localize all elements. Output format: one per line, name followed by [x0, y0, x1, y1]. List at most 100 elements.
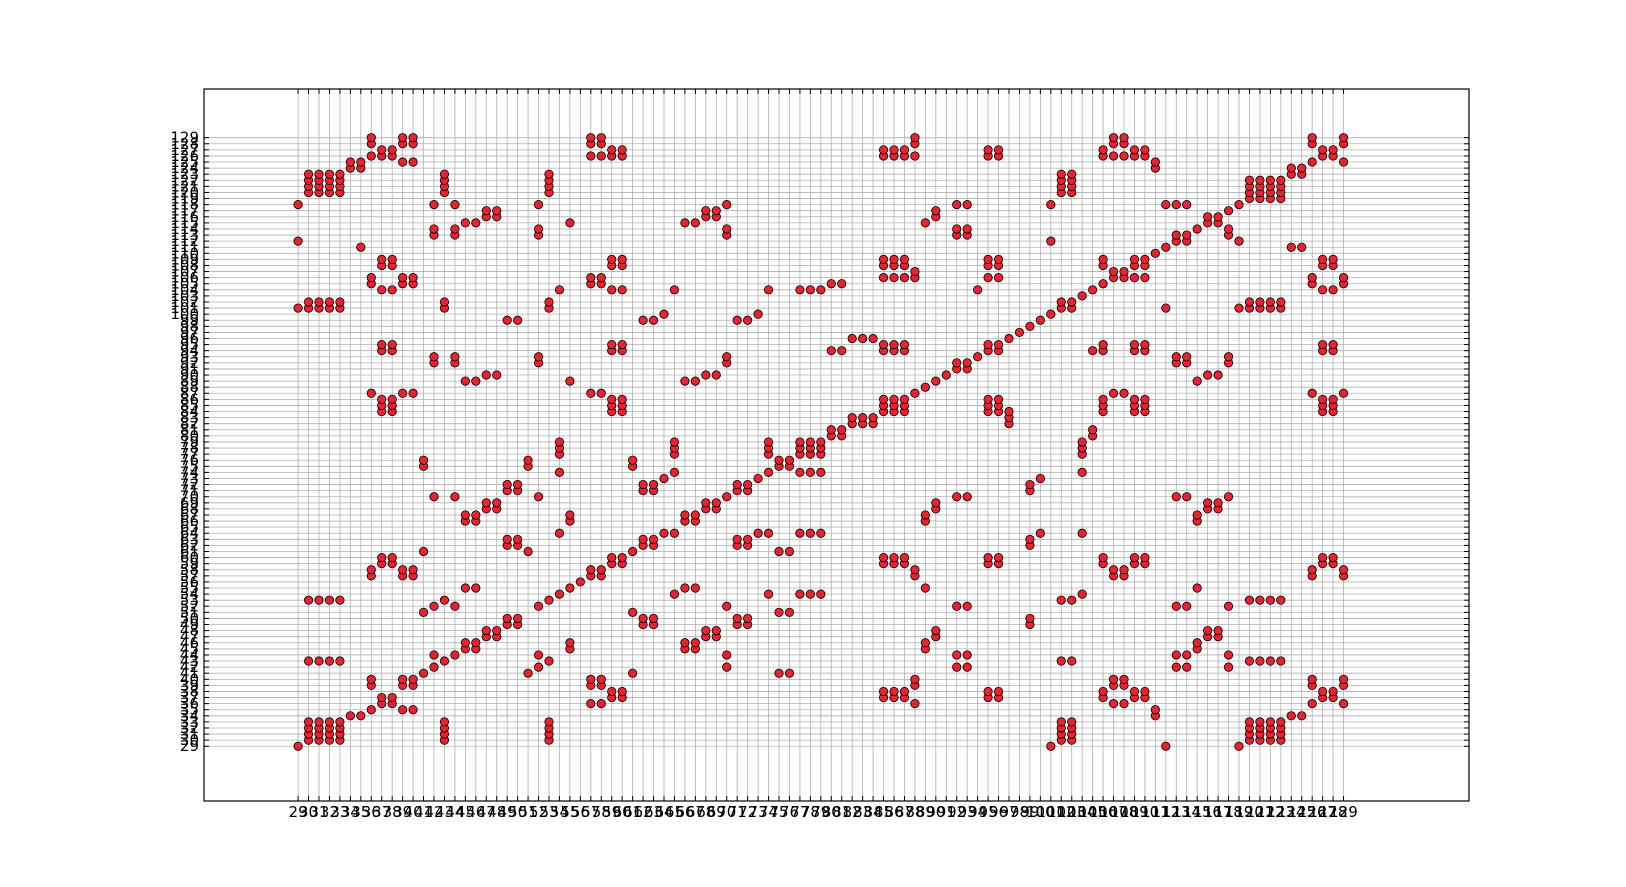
data-point — [596, 699, 606, 709]
data-point — [1077, 589, 1087, 599]
data-point — [784, 455, 795, 465]
x-tick-label: 72 — [738, 803, 757, 821]
data-point — [1244, 297, 1255, 307]
data-point — [774, 546, 784, 557]
data-point — [659, 309, 669, 319]
data-point — [1150, 705, 1160, 715]
data-point — [398, 565, 408, 575]
y-tick-label: 89 — [180, 372, 199, 390]
data-point — [1098, 145, 1108, 155]
y-tick-label: 129 — [170, 129, 199, 147]
y-axis-ticks: 2930313233343536373839404142434445464748… — [170, 129, 1469, 755]
data-point — [962, 650, 972, 660]
y-tick-label: 48 — [180, 622, 199, 640]
data-point — [439, 297, 450, 307]
y-tick-label: 37 — [180, 689, 199, 707]
data-point — [439, 717, 450, 727]
data-point — [784, 546, 795, 557]
data-point — [1276, 595, 1286, 605]
data-point — [1067, 297, 1077, 307]
data-point — [763, 589, 774, 599]
data-point — [1088, 285, 1098, 295]
data-point — [1108, 266, 1119, 277]
data-point — [460, 583, 470, 593]
data-point — [910, 133, 920, 143]
y-tick-label: 49 — [180, 616, 199, 634]
data-point — [596, 565, 606, 575]
x-tick-label: 42 — [424, 803, 443, 821]
data-point — [1255, 297, 1265, 307]
data-point — [878, 339, 889, 350]
data-point — [439, 169, 450, 179]
data-point — [418, 546, 429, 557]
data-point — [1171, 601, 1181, 611]
y-tick-label: 44 — [180, 646, 199, 664]
data-point — [1108, 674, 1119, 684]
data-point — [1098, 339, 1108, 350]
data-point — [1077, 291, 1087, 301]
data-point — [513, 479, 523, 490]
data-point — [889, 254, 899, 264]
x-tick-label: 47 — [477, 803, 496, 821]
y-tick-label: 100 — [170, 305, 199, 323]
x-tick-label: 114 — [1172, 803, 1201, 821]
data-point — [878, 686, 889, 697]
data-point — [878, 145, 889, 155]
data-point — [868, 333, 878, 344]
data-point — [816, 285, 826, 295]
data-point — [816, 589, 826, 599]
data-point — [899, 686, 910, 697]
y-tick-label: 94 — [180, 342, 199, 360]
data-point — [753, 473, 763, 484]
data-point — [1338, 674, 1349, 684]
data-point — [648, 479, 659, 490]
data-point — [690, 510, 700, 520]
data-point — [607, 394, 617, 404]
data-point — [554, 437, 565, 447]
y-tick-label: 31 — [180, 725, 199, 743]
y-tick-label: 66 — [180, 512, 199, 530]
x-tick-label: 101 — [1036, 803, 1065, 821]
data-point — [418, 455, 429, 465]
data-point — [387, 254, 397, 264]
x-tick-label: 62 — [634, 803, 653, 821]
x-tick-label: 123 — [1266, 803, 1295, 821]
x-tick-label: 75 — [769, 803, 788, 821]
data-point — [983, 145, 993, 155]
x-tick-label: 103 — [1057, 803, 1086, 821]
data-point — [1244, 717, 1255, 727]
data-point — [502, 534, 512, 544]
data-point — [335, 717, 345, 727]
data-point — [722, 662, 732, 672]
data-point — [669, 467, 680, 477]
x-tick-label: 126 — [1298, 803, 1327, 821]
x-tick-label: 80 — [822, 803, 841, 821]
data-point — [1182, 352, 1192, 362]
data-point — [1067, 595, 1077, 605]
data-point — [586, 699, 596, 709]
y-tick-label: 71 — [180, 482, 199, 500]
y-tick-label: 95 — [180, 336, 199, 354]
data-point — [586, 565, 596, 575]
data-point — [1328, 254, 1338, 264]
data-point — [763, 437, 774, 447]
x-tick-label: 124 — [1277, 803, 1306, 821]
data-point — [1286, 242, 1296, 252]
y-tick-label: 88 — [180, 378, 199, 396]
data-point — [293, 303, 303, 313]
data-point — [1171, 650, 1181, 660]
y-tick-label: 45 — [180, 640, 199, 658]
data-point — [805, 437, 815, 447]
data-point — [481, 626, 491, 636]
data-point — [1307, 565, 1317, 575]
data-point — [983, 552, 993, 563]
y-tick-label: 77 — [180, 445, 199, 463]
data-point — [837, 346, 847, 356]
data-point — [993, 552, 1004, 563]
x-tick-label: 50 — [508, 803, 527, 821]
data-point — [1182, 662, 1192, 672]
data-point — [1077, 467, 1087, 477]
data-point — [1244, 656, 1255, 666]
data-point — [753, 309, 763, 319]
data-point — [324, 717, 335, 727]
